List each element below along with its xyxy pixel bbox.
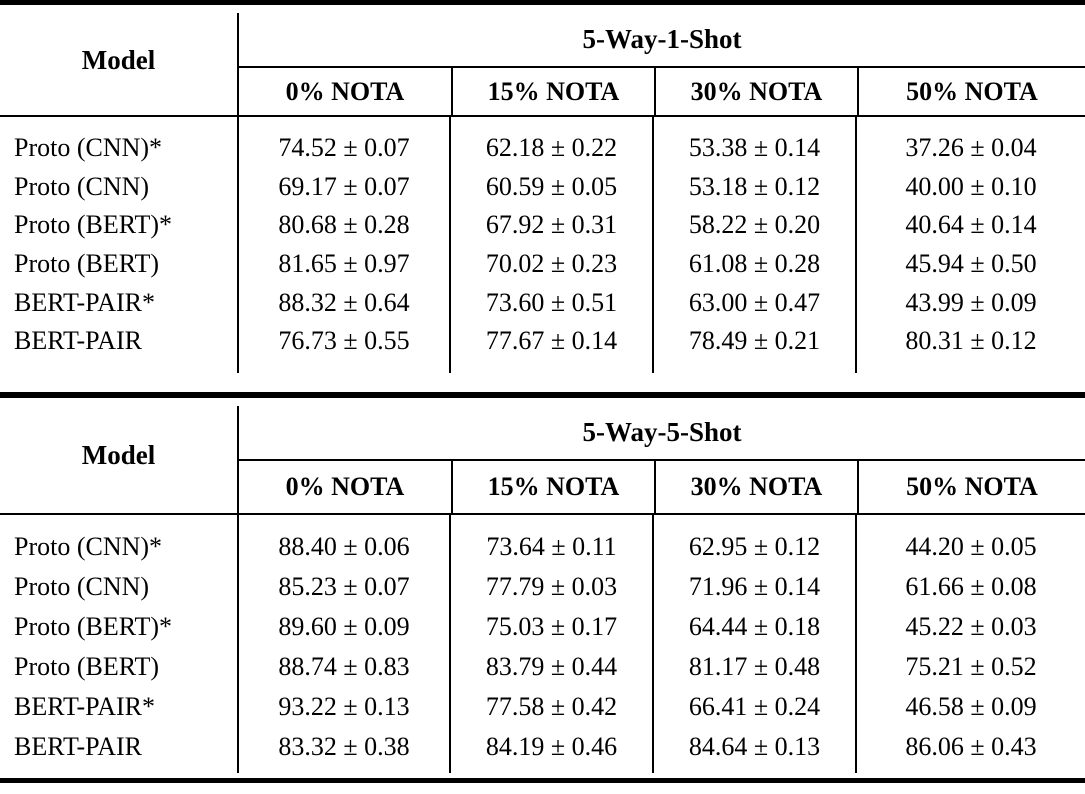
value-cell: 75.03 ± 0.17 [485, 611, 618, 641]
value-cell: 58.22 ± 0.20 [688, 210, 821, 240]
value-cell: 46.58 ± 0.09 [905, 691, 1037, 721]
value-cell: 73.60 ± 0.51 [485, 287, 618, 317]
value-cell: 64.44 ± 0.18 [688, 611, 821, 641]
header-group: 5-Way-1-Shot 0% NOTA 15% NOTA 30% NOTA 5… [237, 13, 1085, 115]
col-header-50-nota: 50% NOTA [857, 68, 1085, 115]
bottom-rule [0, 777, 1085, 783]
value-cell: 83.32 ± 0.38 [278, 731, 410, 761]
model-name-cell: Proto (BERT) [14, 651, 160, 681]
col-header-0-nota: 0% NOTA [285, 76, 405, 106]
value-cell: 81.65 ± 0.97 [278, 249, 410, 279]
column-50-nota: 37.26 ± 0.04 40.00 ± 0.10 40.64 ± 0.14 4… [855, 117, 1085, 373]
value-cell: 61.08 ± 0.28 [688, 249, 821, 279]
value-cell: 67.92 ± 0.31 [485, 210, 618, 240]
value-cell: 89.60 ± 0.09 [278, 611, 410, 641]
model-name-column: Proto (CNN)* Proto (CNN) Proto (BERT)* P… [0, 515, 237, 773]
nota-column-headers: 0% NOTA 15% NOTA 30% NOTA 50% NOTA [239, 460, 1085, 513]
value-cell: 84.19 ± 0.46 [485, 731, 618, 761]
value-cell: 44.20 ± 0.05 [905, 531, 1037, 561]
header-body-rule [0, 512, 1085, 515]
value-cell: 71.96 ± 0.14 [688, 571, 821, 601]
model-column-header: Model [81, 439, 156, 470]
col-header-0-nota: 0% NOTA [285, 471, 405, 501]
column-0-nota: 88.40 ± 0.06 85.23 ± 0.07 89.60 ± 0.09 8… [237, 514, 449, 773]
value-cell: 83.79 ± 0.44 [485, 651, 618, 681]
value-cell: 77.58 ± 0.42 [485, 691, 618, 721]
value-cell: 76.73 ± 0.55 [278, 326, 410, 356]
table-separator-double-rule [0, 391, 1085, 398]
header-body-rule [0, 115, 1085, 117]
column-15-nota: 62.18 ± 0.22 60.59 ± 0.05 67.92 ± 0.31 7… [449, 117, 652, 373]
col-header-50-nota: 50% NOTA [857, 460, 1085, 513]
header-group: 5-Way-5-Shot 0% NOTA 15% NOTA 30% NOTA 5… [237, 405, 1085, 513]
value-cell: 60.59 ± 0.05 [485, 171, 618, 201]
value-cell: 66.41 ± 0.24 [688, 691, 821, 721]
value-cell: 62.18 ± 0.22 [485, 133, 618, 163]
table-5-way-1-shot: Model 5-Way-1-Shot 0% NOTA 15% NOTA 30% … [0, 0, 1085, 398]
value-cell: 84.64 ± 0.13 [688, 731, 821, 761]
table-5-way-5-shot: Model 5-Way-5-Shot 0% NOTA 15% NOTA 30% … [0, 398, 1085, 783]
model-name-cell: Proto (CNN)* [14, 531, 163, 561]
column-50-nota: 44.20 ± 0.05 61.66 ± 0.08 45.22 ± 0.03 7… [855, 514, 1085, 773]
value-cell: 80.68 ± 0.28 [278, 210, 410, 240]
value-cell: 78.49 ± 0.21 [688, 326, 821, 356]
value-cell: 86.06 ± 0.43 [905, 731, 1037, 761]
value-cell: 77.67 ± 0.14 [485, 326, 618, 356]
value-cell: 73.64 ± 0.11 [486, 531, 617, 561]
value-cell: 74.52 ± 0.07 [278, 133, 410, 163]
model-name-cell: Proto (CNN) [14, 571, 150, 601]
value-cell: 88.32 ± 0.64 [278, 287, 410, 317]
col-header-30-nota: 30% NOTA [654, 460, 857, 513]
table-header: Model 5-Way-1-Shot 0% NOTA 15% NOTA 30% … [0, 5, 1085, 115]
value-cell: 70.02 ± 0.23 [485, 249, 618, 279]
table-body: Proto (CNN)* Proto (CNN) Proto (BERT)* P… [0, 514, 1085, 773]
model-name-cell: BERT-PAIR [14, 731, 143, 761]
model-name-cell: BERT-PAIR* [14, 691, 156, 721]
model-name-cell: Proto (CNN)* [14, 133, 163, 163]
value-cell: 88.40 ± 0.06 [278, 531, 410, 561]
value-cell: 40.00 ± 0.10 [905, 171, 1037, 201]
col-header-15-nota: 15% NOTA [451, 68, 654, 115]
column-15-nota: 73.64 ± 0.11 77.79 ± 0.03 75.03 ± 0.17 8… [449, 514, 652, 773]
value-cell: 40.64 ± 0.14 [905, 210, 1037, 240]
value-cell: 43.99 ± 0.09 [905, 287, 1037, 317]
model-name-cell: BERT-PAIR [14, 326, 143, 356]
group-header-5-way-5-shot: 5-Way-5-Shot [239, 406, 1085, 461]
nota-column-headers: 0% NOTA 15% NOTA 30% NOTA 50% NOTA [239, 68, 1085, 115]
group-header-5-way-1-shot: 5-Way-1-Shot [239, 13, 1085, 68]
value-cell: 80.31 ± 0.12 [905, 326, 1037, 356]
column-30-nota: 62.95 ± 0.12 71.96 ± 0.14 64.44 ± 0.18 8… [652, 514, 855, 773]
value-cell: 62.95 ± 0.12 [688, 531, 821, 561]
model-column-header: Model [81, 44, 156, 75]
model-name-cell: Proto (CNN) [14, 171, 150, 201]
value-cell: 37.26 ± 0.04 [905, 133, 1037, 163]
table-header: Model 5-Way-5-Shot 0% NOTA 15% NOTA 30% … [0, 398, 1085, 513]
value-cell: 53.38 ± 0.14 [688, 133, 821, 163]
value-cell: 69.17 ± 0.07 [278, 171, 410, 201]
value-cell: 45.94 ± 0.50 [905, 249, 1037, 279]
column-30-nota: 53.38 ± 0.14 53.18 ± 0.12 58.22 ± 0.20 6… [652, 117, 855, 373]
value-cell: 75.21 ± 0.52 [905, 651, 1037, 681]
col-header-30-nota: 30% NOTA [654, 68, 857, 115]
value-cell: 81.17 ± 0.48 [688, 651, 821, 681]
model-name-column: Proto (CNN)* Proto (CNN) Proto (BERT)* P… [0, 117, 237, 373]
value-cell: 88.74 ± 0.83 [278, 651, 410, 681]
value-cell: 77.79 ± 0.03 [485, 571, 618, 601]
model-name-cell: Proto (BERT)* [14, 210, 173, 240]
top-rule [0, 0, 1085, 5]
value-cell: 63.00 ± 0.47 [688, 287, 821, 317]
value-cell: 45.22 ± 0.03 [905, 611, 1037, 641]
value-cell: 53.18 ± 0.12 [688, 171, 821, 201]
model-name-cell: Proto (BERT)* [14, 611, 173, 641]
table-body: Proto (CNN)* Proto (CNN) Proto (BERT)* P… [0, 117, 1085, 373]
column-0-nota: 74.52 ± 0.07 69.17 ± 0.07 80.68 ± 0.28 8… [237, 117, 449, 373]
model-name-cell: Proto (BERT) [14, 249, 160, 279]
value-cell: 93.22 ± 0.13 [278, 691, 410, 721]
value-cell: 85.23 ± 0.07 [278, 571, 410, 601]
model-name-cell: BERT-PAIR* [14, 287, 156, 317]
value-cell: 61.66 ± 0.08 [905, 571, 1037, 601]
col-header-15-nota: 15% NOTA [451, 460, 654, 513]
